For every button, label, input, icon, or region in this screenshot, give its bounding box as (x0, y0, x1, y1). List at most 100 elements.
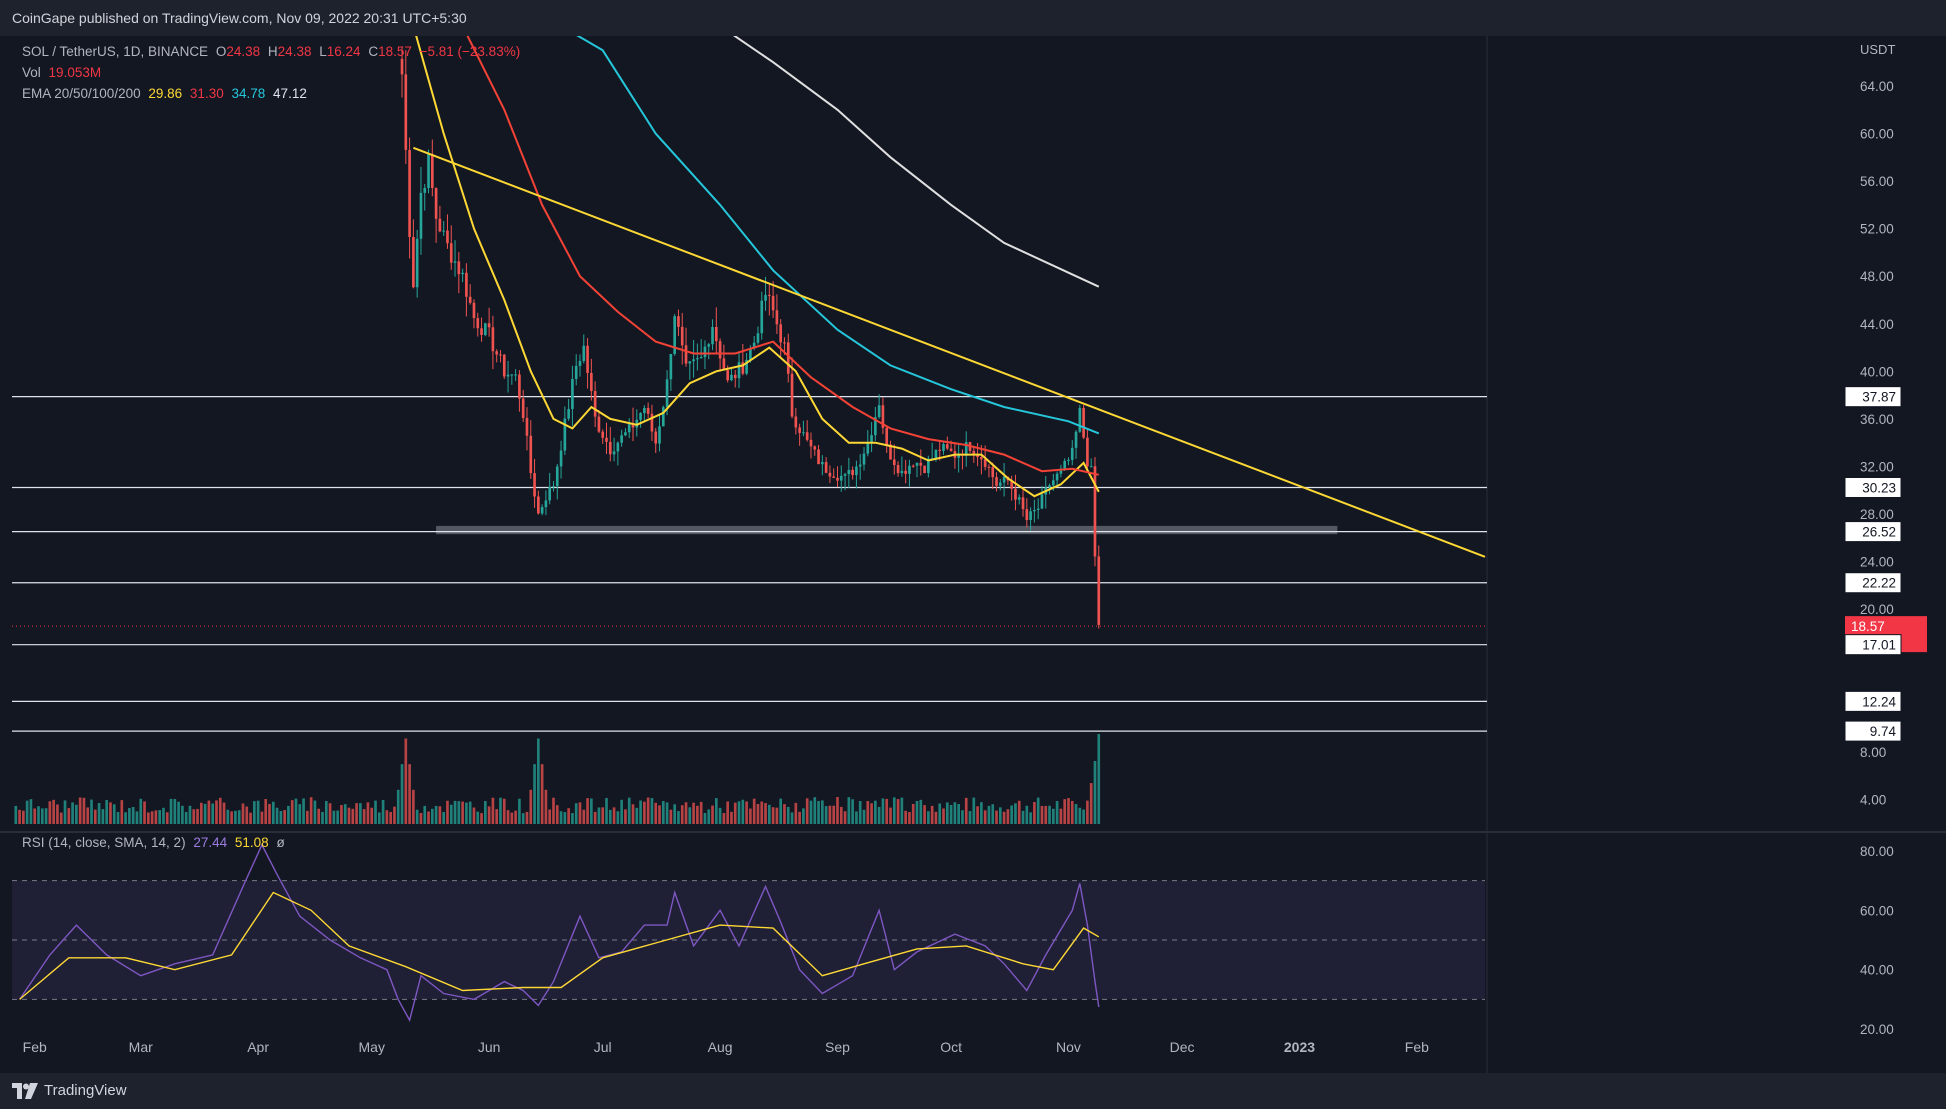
volume-bar-158 (612, 807, 616, 824)
tradingview-logo[interactable]: TradingView (12, 1082, 127, 1099)
volume-bar-286 (1097, 734, 1101, 824)
candle-body-86 (726, 370, 729, 381)
volume-bar-178 (688, 807, 692, 824)
volume-bar-264 (1014, 803, 1017, 824)
candle-body-60 (627, 424, 631, 433)
volume-bar-24 (105, 799, 108, 824)
volume-bar-135 (525, 811, 529, 824)
volume-bar-107 (419, 812, 423, 824)
volume-bar-228 (877, 806, 881, 824)
support-zone (436, 525, 1338, 535)
candle-body-38 (544, 500, 548, 508)
volume-bar-129 (502, 798, 506, 824)
candle-body-62 (635, 419, 639, 428)
candle-body-127 (881, 405, 885, 428)
candle-body-137 (919, 462, 923, 466)
volume-bar-161 (624, 809, 627, 824)
candle-body-27 (502, 354, 506, 377)
volume-bar-122 (476, 811, 480, 824)
volume-bar-146 (567, 808, 570, 824)
volume-bar-243 (934, 811, 938, 824)
volume-bar-276 (1059, 808, 1063, 824)
volume-bar-62 (249, 812, 252, 824)
candle-body-9 (434, 187, 438, 219)
level-label-bg-6 (1844, 720, 1902, 742)
currency-label: USDT (1860, 42, 1895, 57)
candle-body-163 (1017, 497, 1021, 500)
candle-body-145 (949, 448, 953, 452)
volume-bar-105 (412, 789, 415, 824)
volume-bars (14, 734, 1101, 824)
volume-bar-82 (324, 800, 328, 824)
volume-bar-137 (533, 764, 536, 824)
volume-bar-13 (63, 800, 67, 824)
volume-bar-84 (332, 810, 336, 824)
candle-body-177 (1070, 447, 1074, 460)
candle-body-40 (552, 486, 555, 488)
volume-bar-72 (287, 805, 290, 824)
volume-bar-124 (484, 801, 487, 824)
volume-bar-92 (362, 809, 366, 824)
volume-bar-191 (737, 801, 741, 824)
volume-legend: Vol 19.053M (22, 65, 105, 80)
volume-bar-236 (908, 811, 911, 824)
candle-body-181 (1086, 437, 1089, 467)
ema200-value: 47.12 (273, 86, 307, 101)
volume-bar-133 (518, 798, 521, 824)
volume-bar-212 (817, 801, 820, 824)
volume-bar-97 (381, 799, 385, 824)
candle-body-16 (461, 272, 464, 275)
candle-body-65 (646, 407, 650, 414)
ohlc-h-label: H (267, 44, 278, 59)
volume-bar-56 (226, 809, 230, 824)
volume-bar-28 (120, 800, 124, 824)
volume-bar-71 (283, 810, 286, 824)
time-tick-1: Mar (129, 1039, 153, 1055)
volume-bar-81 (321, 811, 324, 824)
volume-bar-246 (945, 802, 949, 824)
volume-bar-201 (775, 807, 779, 824)
volume-bar-35 (146, 812, 150, 824)
volume-bar-108 (423, 805, 427, 824)
volume-bar-141 (548, 809, 552, 824)
volume-bar-83 (328, 803, 332, 824)
footer-bar: TradingView (0, 1073, 1946, 1109)
volume-bar-14 (67, 808, 71, 824)
level-label-6: 9.74 (1870, 724, 1897, 739)
volume-bar-113 (442, 811, 446, 824)
candle-body-78 (696, 358, 699, 360)
volume-bar-189 (730, 811, 733, 824)
volume-bar-216 (832, 805, 836, 824)
ohlc-open: 24.38 (226, 44, 261, 59)
candle-body-59 (624, 432, 627, 436)
volume-bar-44 (181, 805, 184, 824)
volume-bar-0 (14, 805, 18, 824)
volume-value: 19.053M (48, 65, 102, 80)
volume-bar-233 (896, 799, 900, 824)
volume-bar-182 (703, 812, 707, 824)
candle-body-23 (487, 323, 491, 328)
volume-bar-65 (260, 811, 264, 824)
candle-body-42 (559, 450, 563, 467)
ohlc-change: −5.81 (−23.83%) (419, 44, 521, 59)
candle-body-74 (680, 326, 684, 346)
candle-body-85 (722, 358, 726, 371)
candle-body-153 (980, 457, 983, 460)
volume-bar-278 (1067, 798, 1070, 824)
volume-bar-140 (544, 789, 548, 824)
candle-body-3 (412, 236, 415, 288)
time-tick-8: Oct (940, 1039, 962, 1055)
volume-bar-175 (677, 811, 680, 824)
volume-bar-41 (169, 798, 173, 824)
volume-bar-220 (847, 797, 851, 824)
symbol-legend: SOL / TetherUS, 1D, BINANCE O24.38 H24.3… (22, 44, 524, 59)
volume-bar-70 (279, 810, 283, 824)
volume-bar-86 (340, 805, 343, 824)
volume-bar-69 (275, 807, 279, 824)
candle-body-169 (1040, 494, 1044, 509)
volume-bar-103 (404, 738, 408, 824)
volume-bar-164 (635, 807, 639, 824)
candle-body-143 (942, 444, 945, 451)
time-tick-4: Jun (478, 1039, 501, 1055)
